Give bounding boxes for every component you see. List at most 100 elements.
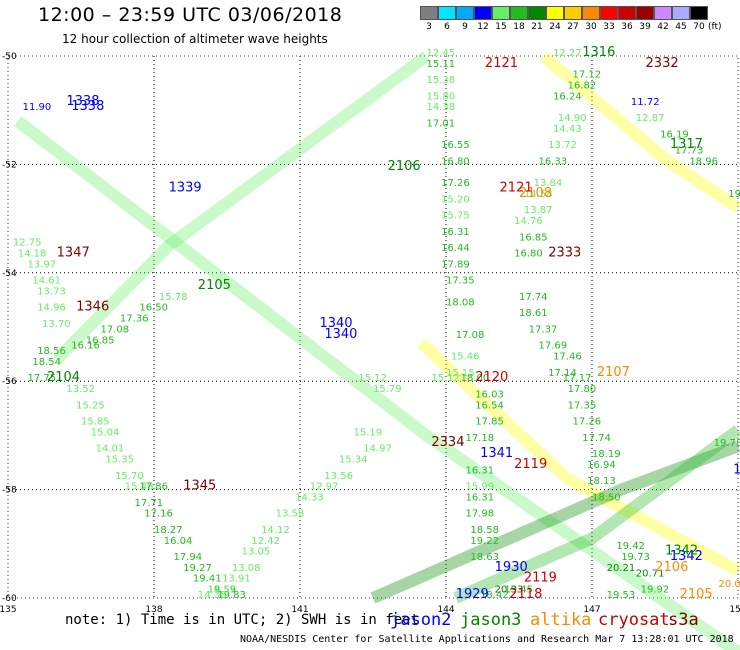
y-tick-label: -50 <box>2 52 17 62</box>
pass-time-label: 1316 <box>582 45 615 60</box>
wave-height-value: 16.85 <box>519 232 548 243</box>
wave-height-value: 15.38 <box>427 75 456 86</box>
pass-time-label: 2108 <box>519 186 552 201</box>
pass-time-label: 1342 <box>665 544 698 559</box>
wave-height-value: 15.85 <box>81 417 110 428</box>
wave-height-value: 19.45 <box>504 585 533 596</box>
wave-height-value: 19.83 <box>217 590 246 601</box>
wave-height-value: 19.92 <box>641 585 670 596</box>
scale-label: 24 <box>549 22 561 32</box>
scale-label: 45 <box>675 22 687 32</box>
y-tick-label: -58 <box>2 486 17 496</box>
wave-height-value: 17.89 <box>441 259 470 270</box>
y-tick-label: -60 <box>2 594 17 604</box>
wave-height-value: 13.70 <box>42 319 71 330</box>
wave-height-value: 14.58 <box>524 189 553 200</box>
wave-height-value: 18.61 <box>519 308 548 319</box>
wave-height-value: 19.78 <box>714 438 740 449</box>
wave-height-value: 14.18 <box>18 249 47 260</box>
scale-label: 21 <box>531 22 543 32</box>
wave-height-value: 17.26 <box>441 178 470 189</box>
wave-height-value: 16.03 <box>475 389 504 400</box>
wave-height-value: 17.75 <box>27 373 56 384</box>
wave-height-value: 12.27 <box>553 48 582 59</box>
wave-height-value: 14.38 <box>198 590 227 601</box>
wave-height-value: 14.97 <box>363 444 392 455</box>
wave-height-value: 17.86 <box>139 482 168 493</box>
scale-swatch <box>510 6 528 20</box>
pass-time-label: 1346 <box>76 300 109 315</box>
pass-time-label: 1941 <box>733 462 740 477</box>
scale-swatch <box>582 6 600 20</box>
wave-height-value: 19.42 <box>616 541 645 552</box>
pass-time-label: 1341 <box>480 446 513 461</box>
wave-height-value: 18.50 <box>592 492 621 503</box>
pass-time-label: 1345 <box>183 479 216 494</box>
pass-time-label: 1930 <box>495 560 528 575</box>
pass-time-label: 2119 <box>514 457 547 472</box>
wave-height-value: 19.41 <box>193 574 222 585</box>
wave-height-value: 12.42 <box>251 536 280 547</box>
page-subtitle: 12 hour collection of altimeter wave hei… <box>62 32 328 46</box>
wave-height-value: 16.85 <box>86 335 115 346</box>
wave-height-value: 13.08 <box>232 563 261 574</box>
pass-time-label: 2118 <box>509 587 542 602</box>
wave-height-value: 13.58 <box>276 509 305 520</box>
pass-time-label: 1338 <box>66 94 99 109</box>
scale-label: 18 <box>513 22 525 32</box>
scale-swatch <box>546 6 564 20</box>
wave-height-value: 11.72 <box>631 97 660 108</box>
x-tick-label: 141 <box>291 605 308 615</box>
wave-height-value: 15.34 <box>339 455 368 466</box>
wave-height-value: 17.35 <box>446 276 475 287</box>
scale-label: 6 <box>444 22 450 32</box>
scale-swatch <box>618 6 636 20</box>
wave-height-value: 17.12 <box>573 70 602 81</box>
wave-height-value: 17.14 <box>548 368 577 379</box>
wave-height-value: 16.80 <box>514 249 543 260</box>
note-text: note: 1) Time is in UTC; 2) SWH is in fe… <box>65 612 420 628</box>
scale-swatch <box>600 6 618 20</box>
pass-time-label: 2121 <box>500 181 533 196</box>
wave-height-value: 19.27 <box>183 563 212 574</box>
wave-height-value: 14.01 <box>96 444 125 455</box>
wave-height-value: 18.08 <box>446 297 475 308</box>
wave-height-value: 17.98 <box>465 509 494 520</box>
scale-unit: (ft) <box>708 22 722 32</box>
scale-label: 33 <box>603 22 615 32</box>
pass-time-label: 2106 <box>388 159 421 174</box>
x-tick-label: 138 <box>145 605 162 615</box>
wave-height-value: 13.52 <box>66 384 95 395</box>
scale-label: 39 <box>639 22 651 32</box>
wave-height-value: 15.75 <box>441 211 470 222</box>
x-tick-label: 135 <box>0 605 17 615</box>
wave-height-value: 18.42 <box>480 590 509 601</box>
pass-time-label: 2332 <box>646 56 679 71</box>
wave-height-value: 16.04 <box>164 536 193 547</box>
scale-label: 36 <box>621 22 633 32</box>
wave-height-value: 16.19 <box>660 129 689 140</box>
scale-label: 30 <box>585 22 597 32</box>
wave-height-value: 12.87 <box>636 113 665 124</box>
wave-height-value: 19.73 <box>621 552 650 563</box>
wave-height-value: 14.90 <box>558 113 587 124</box>
wave-height-value: 16.33 <box>538 156 567 167</box>
pass-time-label: 1342 <box>670 549 703 564</box>
legend-s3a: s3a <box>668 610 699 630</box>
wave-height-value: 18.54 <box>32 357 61 368</box>
wave-height-value: 19.22 <box>470 536 499 547</box>
wave-height-value: 16.94 <box>587 460 616 471</box>
ground-track-band <box>417 338 740 577</box>
wave-height-value: 17.37 <box>529 324 558 335</box>
x-tick-label: 150 <box>729 605 740 615</box>
legend-altika: altika <box>530 610 592 630</box>
wave-height-value: 13.84 <box>534 178 563 189</box>
ground-track-band <box>14 116 740 650</box>
x-tick-label: 144 <box>437 605 454 615</box>
pass-time-label: 2333 <box>548 246 581 261</box>
pass-time-label: 1340 <box>324 327 357 342</box>
scale-swatch <box>492 6 510 20</box>
wave-height-value: 17.74 <box>519 292 548 303</box>
pass-time-label: 2107 <box>597 365 630 380</box>
